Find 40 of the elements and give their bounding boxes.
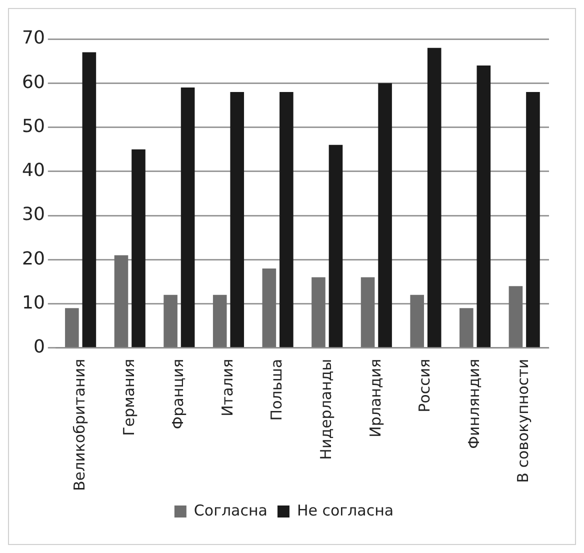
x-tick-label: Великобритания — [70, 358, 88, 492]
bar — [82, 52, 96, 348]
y-tick-label: 10 — [22, 292, 45, 314]
bar — [378, 83, 392, 348]
x-tick-label: Польша — [268, 358, 286, 421]
x-tick-label: Италия — [218, 358, 236, 416]
bar — [132, 149, 146, 348]
y-tick-label: 40 — [22, 160, 45, 182]
y-tick-label: 30 — [22, 204, 45, 226]
y-tick-label: 50 — [22, 116, 45, 137]
y-tick-label: 70 — [22, 28, 45, 49]
bar — [230, 92, 244, 348]
x-tick-label: Финляндия — [464, 358, 483, 449]
bar — [526, 92, 540, 348]
bar — [427, 48, 442, 348]
bar — [312, 277, 326, 348]
bar — [262, 268, 276, 348]
legend-label: Согласна — [194, 501, 268, 520]
y-tick-label: 60 — [22, 72, 45, 93]
bar — [164, 294, 178, 348]
bar — [65, 308, 79, 348]
bar — [460, 308, 474, 348]
bar — [328, 144, 343, 348]
y-tick-label: 0 — [33, 336, 45, 358]
x-tick-label: Нидерланды — [317, 358, 335, 460]
bar — [508, 286, 523, 348]
bar — [410, 294, 424, 348]
x-tick-label: В совокупности — [514, 358, 532, 483]
bar — [212, 294, 227, 348]
legend-label: Не согласна — [296, 501, 394, 520]
x-tick-label: Германия — [120, 358, 138, 436]
bar — [280, 92, 294, 348]
x-tick-label: Ирландия — [366, 358, 384, 438]
x-tick-label: Россия — [416, 358, 434, 412]
y-tick-label: 20 — [22, 248, 45, 270]
bar — [180, 88, 195, 348]
x-tick-label: Франция — [169, 358, 188, 430]
bar — [476, 65, 491, 348]
bar — [360, 277, 375, 348]
bar — [114, 255, 128, 348]
